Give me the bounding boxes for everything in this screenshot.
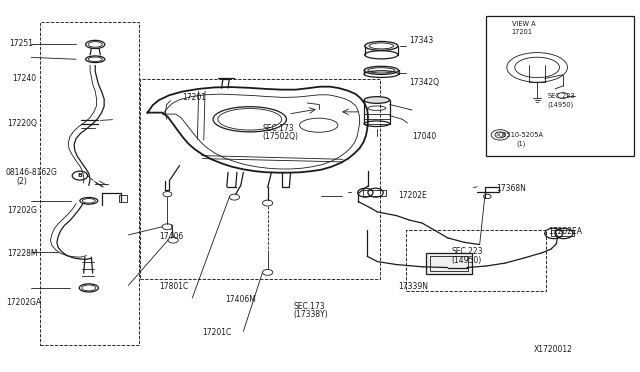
Text: B: B — [77, 173, 83, 178]
Text: SEC.173: SEC.173 — [293, 302, 325, 311]
Text: VIEW A: VIEW A — [511, 21, 535, 27]
Text: 17228M: 17228M — [7, 249, 38, 258]
Text: 17201: 17201 — [182, 93, 207, 102]
Text: (17338Y): (17338Y) — [293, 310, 328, 319]
Text: 17406: 17406 — [159, 231, 183, 241]
Text: 17202GA: 17202GA — [6, 298, 41, 307]
Text: 17801C: 17801C — [159, 282, 188, 291]
Bar — [363, 190, 386, 196]
Bar — [486, 16, 634, 156]
Text: 17202E: 17202E — [398, 191, 427, 200]
Text: (2): (2) — [17, 177, 28, 186]
Text: (14950): (14950) — [547, 101, 573, 108]
Text: (1): (1) — [516, 140, 526, 147]
Text: SEC.223: SEC.223 — [547, 93, 575, 99]
Text: S: S — [496, 132, 499, 137]
Ellipse shape — [364, 97, 390, 103]
Bar — [426, 253, 472, 274]
Text: 17343: 17343 — [410, 36, 434, 45]
Text: (17502Q): (17502Q) — [262, 132, 298, 141]
Ellipse shape — [365, 41, 398, 50]
Ellipse shape — [364, 66, 399, 74]
Text: (14950): (14950) — [452, 256, 482, 264]
Text: 08510-5205A: 08510-5205A — [499, 132, 544, 138]
Text: 17201: 17201 — [511, 29, 532, 35]
Bar — [406, 230, 546, 291]
Bar — [140, 78, 380, 279]
Text: SEC.173: SEC.173 — [262, 124, 294, 133]
Text: 17220Q: 17220Q — [7, 119, 37, 128]
Text: 17040: 17040 — [412, 132, 436, 141]
Text: 08146-8162G: 08146-8162G — [6, 168, 58, 177]
Circle shape — [72, 171, 88, 180]
Bar — [430, 256, 468, 271]
Bar — [40, 22, 140, 344]
Ellipse shape — [369, 43, 394, 49]
Text: 17342Q: 17342Q — [410, 78, 440, 87]
Bar — [120, 195, 127, 202]
Text: X1720012: X1720012 — [534, 344, 573, 353]
Text: 17202G: 17202G — [7, 206, 37, 215]
Text: SEC.223: SEC.223 — [452, 247, 483, 256]
Ellipse shape — [368, 68, 395, 73]
Text: 17240: 17240 — [12, 74, 36, 83]
Text: 17406M: 17406M — [225, 295, 257, 304]
Text: 17202EA: 17202EA — [548, 227, 582, 236]
Text: 17368N: 17368N — [496, 184, 526, 193]
Text: 17251: 17251 — [9, 39, 33, 48]
Text: 17201C: 17201C — [202, 328, 232, 337]
Bar — [551, 231, 574, 236]
Text: 17339N: 17339N — [398, 282, 428, 291]
